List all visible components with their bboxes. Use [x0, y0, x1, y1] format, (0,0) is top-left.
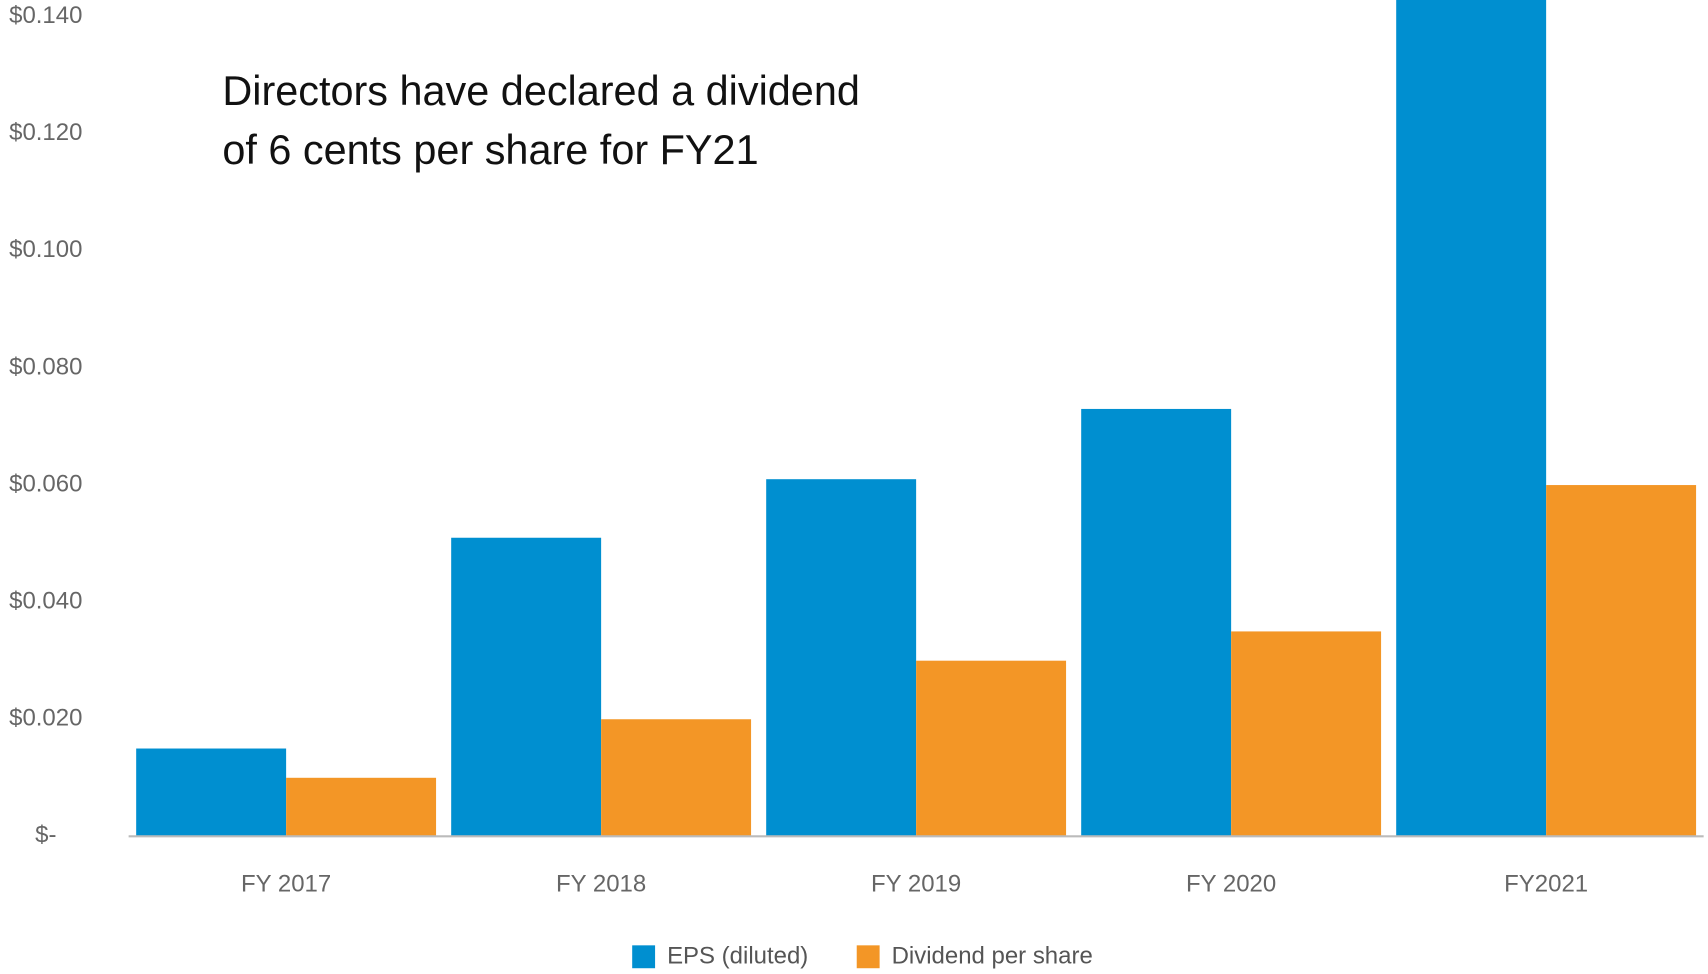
y-tick-label: $0.040 [9, 587, 82, 614]
x-tick-label: FY 2017 [241, 871, 331, 898]
bar [766, 479, 917, 837]
bar [601, 719, 752, 837]
annotation: Directors have declared a dividend [222, 68, 860, 114]
y-tick-label: $0.060 [9, 470, 82, 497]
y-tick-label: $0.100 [9, 236, 82, 263]
x-tick-label: FY 2020 [1186, 871, 1276, 898]
x-tick-label: FY2021 [1504, 871, 1588, 898]
bar [286, 777, 437, 837]
y-tick-label: $0.020 [9, 705, 82, 732]
bar [1546, 485, 1697, 837]
bar [451, 537, 602, 837]
legend-label: Dividend per share [892, 943, 1093, 970]
bar [1396, 0, 1547, 837]
annotation: of 6 cents per share for FY21 [222, 127, 758, 173]
bar [1081, 408, 1232, 837]
legend-swatch [856, 945, 880, 969]
bar [136, 748, 287, 837]
legend-swatch [632, 945, 656, 969]
bar [916, 660, 1067, 837]
y-tick-label: $0.080 [9, 353, 82, 380]
y-tick-label: $- [35, 822, 56, 849]
y-tick-label: $0.120 [9, 119, 82, 146]
y-tick-label: $0.140 [9, 2, 82, 29]
bar [1231, 631, 1382, 837]
legend-label: EPS (diluted) [667, 943, 808, 970]
x-tick-label: FY 2019 [871, 871, 961, 898]
x-tick-label: FY 2018 [556, 871, 646, 898]
